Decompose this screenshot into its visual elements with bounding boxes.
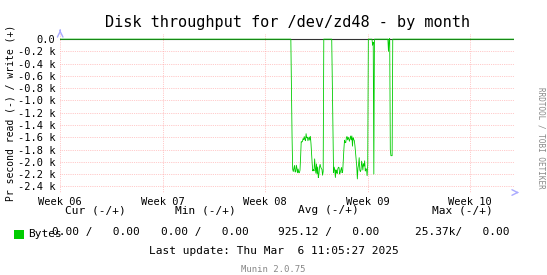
Text: 0.00 /   0.00: 0.00 / 0.00 <box>161 227 249 237</box>
Title: Disk throughput for /dev/zd48 - by month: Disk throughput for /dev/zd48 - by month <box>104 15 470 31</box>
Text: 25.37k/   0.00: 25.37k/ 0.00 <box>415 227 509 237</box>
Text: Bytes: Bytes <box>28 229 62 239</box>
Text: Avg (-/+): Avg (-/+) <box>298 205 359 215</box>
Text: 0.00 /   0.00: 0.00 / 0.00 <box>52 227 139 237</box>
Text: Last update: Thu Mar  6 11:05:27 2025: Last update: Thu Mar 6 11:05:27 2025 <box>149 246 398 256</box>
Text: Cur (-/+): Cur (-/+) <box>65 205 126 215</box>
Y-axis label: Pr second read (-) / write (+): Pr second read (-) / write (+) <box>5 25 15 201</box>
Text: Munin 2.0.75: Munin 2.0.75 <box>241 265 306 274</box>
Text: Min (-/+): Min (-/+) <box>174 205 236 215</box>
Text: Max (-/+): Max (-/+) <box>432 205 493 215</box>
Text: 925.12 /   0.00: 925.12 / 0.00 <box>277 227 379 237</box>
Text: RRDTOOL / TOBI OETIKER: RRDTOOL / TOBI OETIKER <box>537 87 546 188</box>
